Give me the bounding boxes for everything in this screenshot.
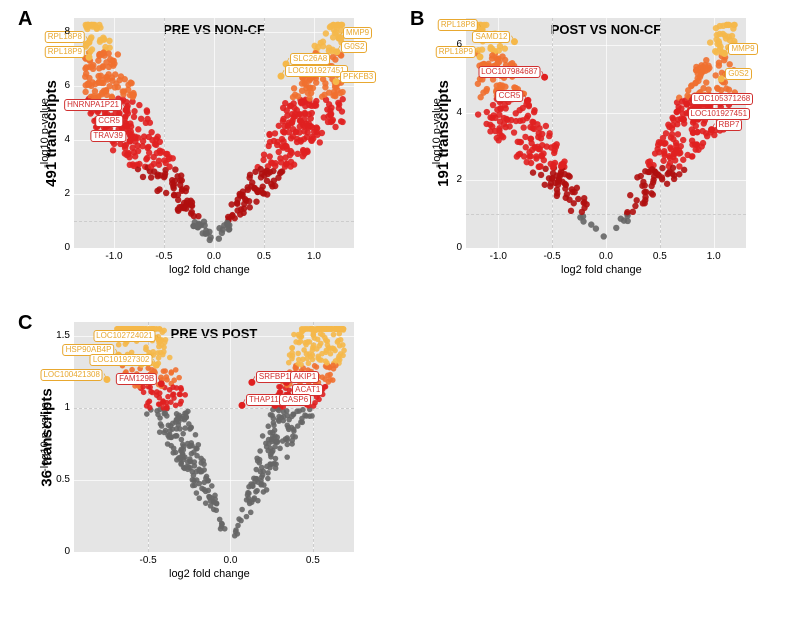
y-tick: 8 bbox=[52, 26, 70, 37]
gene-label: LOC101927451 bbox=[285, 65, 348, 77]
x-tick: -0.5 bbox=[138, 555, 158, 566]
x-tick: 0.5 bbox=[650, 251, 670, 262]
panel-letter-a: A bbox=[18, 8, 32, 31]
x-tick: -0.5 bbox=[542, 251, 562, 262]
gene-label: HNRNPA1P21 bbox=[64, 99, 122, 111]
x-tick: 1.0 bbox=[704, 251, 724, 262]
y-tick: 2 bbox=[444, 174, 462, 185]
x-tick: -1.0 bbox=[488, 251, 508, 262]
gene-label: THAP11 bbox=[246, 394, 282, 406]
y-tick: 4 bbox=[444, 107, 462, 118]
x-tick: 0.0 bbox=[220, 555, 240, 566]
y-tick: 6 bbox=[444, 39, 462, 50]
gene-label: G0S2 bbox=[725, 68, 751, 80]
gene-label: AKIP1 bbox=[290, 371, 319, 383]
gene-label: LOC105371268 bbox=[691, 93, 754, 105]
gene-label: MMP9 bbox=[728, 43, 757, 55]
gene-label: LOC107984687 bbox=[478, 66, 541, 78]
y-tick: 4 bbox=[52, 134, 70, 145]
y-tick: 1.5 bbox=[52, 330, 70, 341]
gene-label: TRAV39 bbox=[90, 130, 126, 142]
gene-label: CCR5 bbox=[95, 115, 123, 127]
gene-label: FAM129B bbox=[116, 373, 157, 385]
x-axis-label: log2 fold change bbox=[561, 264, 642, 276]
x-tick: 0.0 bbox=[204, 251, 224, 262]
y-tick: 2 bbox=[52, 188, 70, 199]
gene-label: SRFBP1 bbox=[256, 371, 293, 383]
gene-label: G0S2 bbox=[341, 41, 367, 53]
x-axis-label: log2 fold change bbox=[169, 568, 250, 580]
y-axis-label: -log10 p-value bbox=[39, 402, 51, 472]
gene-label: LOC102724021 bbox=[93, 330, 156, 342]
gene-label: MMP9 bbox=[343, 27, 372, 39]
volcano-plot-a: PRE VS NON-CFRPL18P8RPL18P9HNRNPA1P21CCR… bbox=[74, 18, 354, 248]
y-tick: 0.5 bbox=[52, 474, 70, 485]
y-tick: 0 bbox=[52, 242, 70, 253]
y-tick: 0 bbox=[444, 242, 462, 253]
gene-label: RPL18P8 bbox=[438, 19, 478, 31]
gene-label: CASP6 bbox=[279, 394, 311, 406]
gene-label: RBP7 bbox=[716, 119, 743, 131]
gene-label: CCR5 bbox=[496, 90, 524, 102]
y-tick: 1 bbox=[52, 402, 70, 413]
y-tick: 6 bbox=[52, 80, 70, 91]
volcano-plot-c: PRE VS POSTLOC102724021HSP90AB4PLOC10192… bbox=[74, 322, 354, 552]
gene-label: LOC100421308 bbox=[40, 369, 103, 381]
y-axis-label: -log10 p-value bbox=[39, 98, 51, 168]
gene-label: RPL18P9 bbox=[45, 46, 85, 58]
x-tick: 0.0 bbox=[596, 251, 616, 262]
x-tick: -0.5 bbox=[154, 251, 174, 262]
panel-letter-b: B bbox=[410, 8, 424, 31]
x-tick: 0.5 bbox=[303, 555, 323, 566]
x-tick: 0.5 bbox=[254, 251, 274, 262]
y-axis-label: -log10 p-value bbox=[431, 98, 443, 168]
y-tick: 0 bbox=[52, 546, 70, 557]
x-tick: 1.0 bbox=[304, 251, 324, 262]
gene-label: SAMD12 bbox=[472, 31, 510, 43]
scatter-points bbox=[466, 18, 746, 248]
gene-label: SLC26A8 bbox=[290, 53, 330, 65]
volcano-plot-b: POST VS NON-CFRPL18P8SAMD12RPL18P9LOC107… bbox=[466, 18, 746, 248]
gene-label: LOC101927302 bbox=[90, 354, 153, 366]
x-tick: -1.0 bbox=[104, 251, 124, 262]
gene-label: PFKFB3 bbox=[340, 71, 376, 83]
panel-letter-c: C bbox=[18, 312, 32, 335]
x-axis-label: log2 fold change bbox=[169, 264, 250, 276]
